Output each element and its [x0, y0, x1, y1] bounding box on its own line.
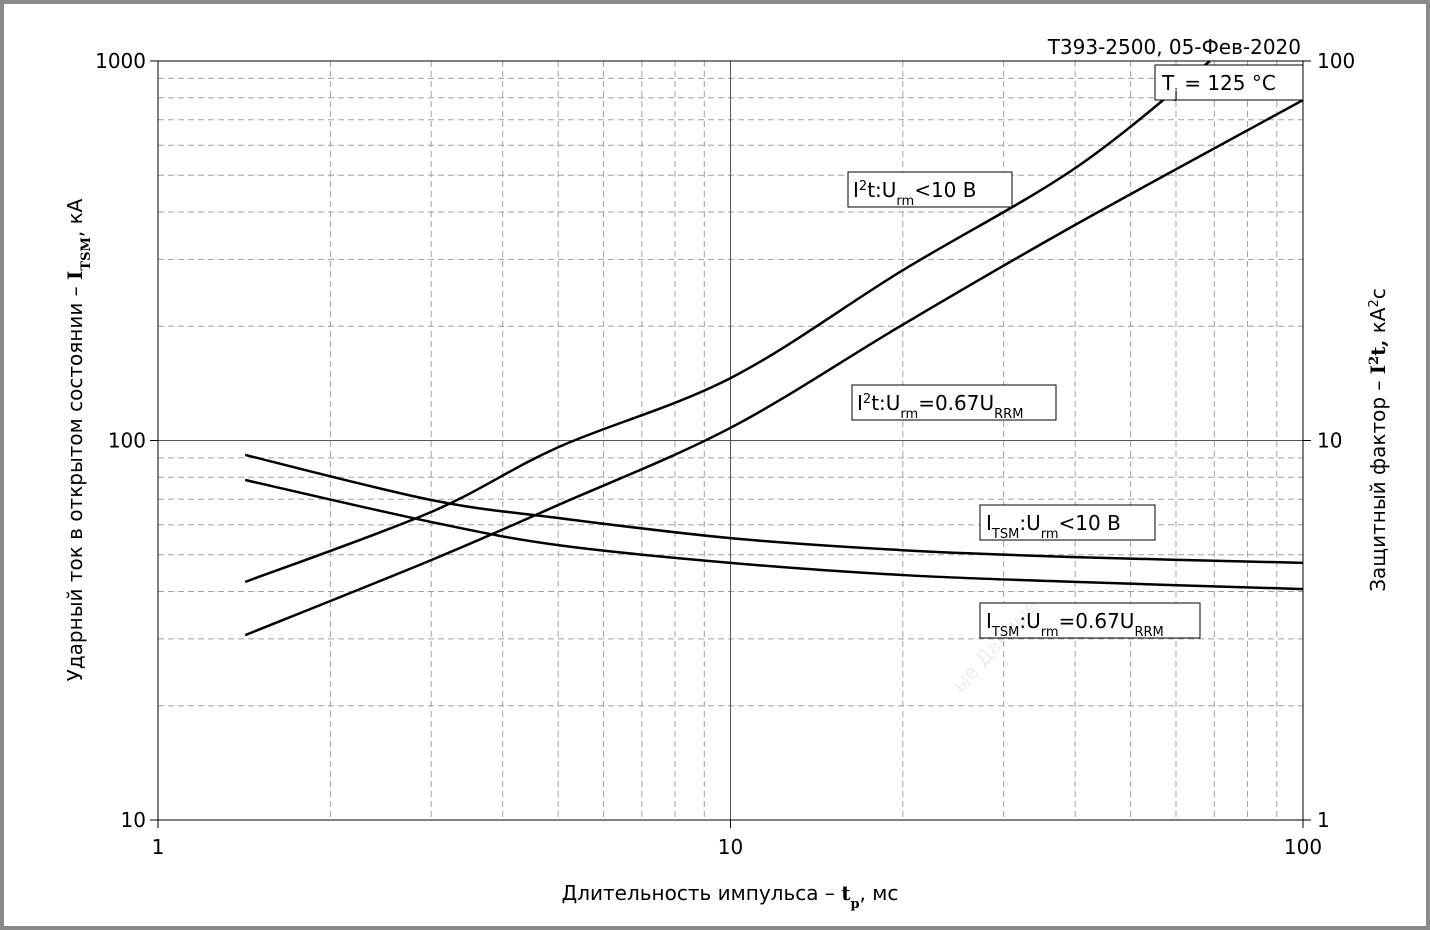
- curve-label-part: rm: [1041, 527, 1059, 542]
- curve: [244, 453, 1304, 565]
- y2-axis-label-part: с: [1366, 288, 1390, 299]
- condition-box: [1154, 64, 1304, 101]
- curve-label: ITSM:Urm<10 В: [986, 511, 1121, 542]
- curve-label-part: =0.67U: [918, 391, 994, 415]
- x-tick-label: 100: [1284, 835, 1322, 859]
- y2-tick-label: 10: [1317, 429, 1342, 453]
- curve-label-part: I: [986, 609, 992, 633]
- y2-axis-label: Защитный фактор – I2t, кА2с: [1366, 288, 1390, 592]
- y-axis-label: Ударный ток в открытом состоянии – ITSM,…: [63, 198, 94, 681]
- curve-label: I2t:Urm<10 В: [853, 178, 976, 209]
- y-axis-label-part: , кА: [63, 198, 87, 237]
- curve-label-part: t:U: [871, 391, 900, 415]
- curve-label-part: <10 В: [1059, 511, 1121, 535]
- y-axis-label-part: Ударный ток в открытом состоянии –: [63, 280, 87, 681]
- y2-axis-label-part: Защитный фактор –: [1366, 374, 1390, 592]
- y-tick-label: 100: [108, 429, 146, 453]
- curve-label-part: RRM: [994, 407, 1023, 422]
- curve: [244, 478, 1304, 591]
- x-tick-label: 1: [152, 835, 165, 859]
- curve-label-part: TSM: [991, 625, 1019, 640]
- curve-label-part: rm: [896, 194, 914, 209]
- condition-label-part: = 125 °C: [1178, 71, 1276, 95]
- condition-label: Tj = 125 °C: [1161, 71, 1276, 102]
- curve-label-part: <10 В: [914, 178, 976, 202]
- x-axis-label-part: Длительность импульса –: [562, 881, 842, 905]
- condition-label-part: j: [1173, 87, 1178, 102]
- curve-label-box: [847, 171, 1013, 208]
- y2-axis-label-part: 2: [1367, 299, 1382, 307]
- x-axis-label-part: p: [850, 897, 859, 912]
- x-tick-label: 10: [718, 835, 743, 859]
- y2-axis-label-part: кА: [1366, 307, 1390, 339]
- curve: [244, 98, 1304, 637]
- curve-label-part: :U: [1019, 609, 1040, 633]
- curve-label-box: [851, 384, 1057, 421]
- curve-label-part: =0.67U: [1059, 609, 1135, 633]
- x-axis-label-part: t: [841, 881, 851, 905]
- curve-label-part: :U: [1019, 511, 1040, 535]
- curve-label-part: rm: [900, 407, 918, 422]
- curve-label-part: I: [857, 391, 863, 415]
- curve-label-part: rm: [1041, 625, 1059, 640]
- y-axis-label-part: I: [63, 271, 87, 280]
- condition-label-part: T: [1161, 71, 1175, 95]
- y2-tick-label: 100: [1317, 49, 1355, 73]
- y2-axis-label-part: I: [1366, 365, 1390, 374]
- curve-label-part: I: [986, 511, 992, 535]
- y2-axis-label-part: t,: [1366, 340, 1390, 356]
- curve-label: I2t:Urm=0.67URRM: [857, 391, 1023, 422]
- y-tick-label: 10: [121, 808, 146, 832]
- y2-axis-label-part: 2: [1367, 356, 1382, 365]
- curve-label-part: I: [853, 178, 859, 202]
- curve-label-part: TSM: [991, 527, 1019, 542]
- curve-label-part: t:U: [867, 178, 896, 202]
- x-axis-label: Длительность импульса – tp, мс: [562, 881, 899, 912]
- curve-label-part: RRM: [1134, 625, 1163, 640]
- x-axis-label-part: , мс: [860, 881, 899, 905]
- curve-label-box: [979, 504, 1156, 541]
- y-axis-label-part: TSM: [79, 237, 94, 270]
- curve-label: ITSM:Urm=0.67URRM: [986, 609, 1164, 640]
- y-tick-label: 1000: [95, 49, 146, 73]
- plot-border: [157, 60, 1304, 821]
- curve: [244, 60, 1211, 584]
- curve-label-part: 2: [863, 392, 871, 407]
- chart-title: Т393-2500, 05-Фев-2020: [1047, 35, 1301, 59]
- y2-tick-label: 1: [1317, 808, 1330, 832]
- curve-label-box: [979, 602, 1201, 639]
- curve-label-part: 2: [859, 179, 867, 194]
